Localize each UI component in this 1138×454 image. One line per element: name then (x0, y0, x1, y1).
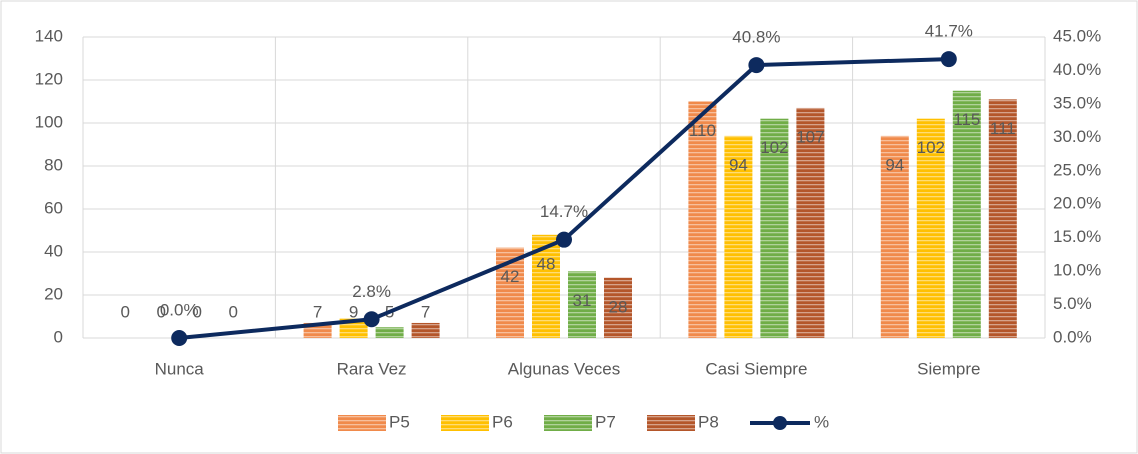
line-marker (171, 330, 188, 346)
data-label: 0.0% (160, 300, 199, 319)
bar (724, 135, 753, 338)
y2-tick-label: 45.0% (1053, 26, 1101, 45)
y2-tick-label: 20.0% (1053, 194, 1101, 213)
data-label: 28 (609, 297, 628, 316)
bar (952, 90, 981, 338)
y2-tick-label: 40.0% (1053, 60, 1101, 79)
data-label: 0 (228, 302, 237, 321)
line-marker (363, 311, 380, 328)
data-label: 0 (192, 302, 201, 321)
bar (880, 135, 909, 338)
data-label: 41.7% (925, 22, 973, 41)
bar (760, 118, 789, 338)
bar (988, 99, 1017, 338)
legend-swatch (544, 415, 592, 431)
y2-tick-label: 35.0% (1053, 93, 1101, 112)
y2-tick-label: 0.0% (1053, 327, 1092, 346)
bar (796, 107, 825, 338)
x-tick-label: Siempre (917, 359, 980, 378)
data-label: 107 (796, 127, 824, 146)
data-label: 0 (120, 302, 129, 321)
bar (604, 277, 632, 338)
data-label: 40.8% (732, 28, 780, 47)
y2-tick-label: 5.0% (1053, 294, 1092, 313)
legend-swatch (647, 415, 695, 431)
y2-tick-label: 15.0% (1053, 227, 1101, 246)
legend-swatch (338, 415, 386, 431)
data-label: 94 (729, 155, 748, 174)
y2-tick-label: 25.0% (1053, 160, 1101, 179)
x-tick-label: Nunca (155, 359, 205, 378)
line-marker (556, 231, 572, 248)
bar (916, 118, 945, 338)
data-label: 48 (537, 254, 556, 273)
data-label: 102 (760, 138, 788, 157)
bar (568, 271, 596, 338)
data-label: 0 (156, 302, 165, 321)
data-label: 42 (501, 267, 520, 286)
y-tick-label: 20 (44, 284, 63, 303)
data-label: 7 (313, 302, 322, 321)
data-label: 14.7% (540, 202, 588, 221)
legend-label: P8 (698, 412, 719, 431)
y-tick-label: 120 (35, 69, 63, 88)
y-tick-label: 60 (44, 198, 63, 217)
y-tick-label: 0 (54, 327, 63, 346)
y2-tick-label: 30.0% (1053, 127, 1101, 146)
legend-label: P7 (595, 412, 616, 431)
y-tick-label: 40 (44, 241, 63, 260)
data-label: 115 (953, 110, 980, 129)
x-tick-label: Algunas Veces (508, 359, 620, 378)
data-label: 102 (917, 138, 945, 157)
data-label: 110 (689, 121, 716, 140)
y-tick-label: 140 (35, 26, 63, 45)
line-marker (748, 57, 765, 74)
x-tick-label: Casi Siempre (705, 359, 807, 378)
bar (688, 101, 717, 338)
data-label: 2.8% (352, 282, 391, 301)
data-label: 111 (990, 119, 1016, 138)
line-marker (940, 51, 957, 68)
bar (411, 322, 440, 338)
legend-label: % (814, 412, 829, 431)
data-label: 7 (421, 302, 430, 321)
legend-swatch (441, 415, 489, 431)
legend-label: P6 (492, 412, 513, 431)
bar (375, 327, 404, 338)
legend-swatch (773, 416, 787, 430)
legend-label: P5 (389, 412, 410, 431)
data-label: 9 (349, 302, 358, 321)
y2-tick-label: 10.0% (1053, 261, 1101, 280)
data-label: 31 (573, 291, 592, 310)
data-label: 94 (885, 155, 904, 174)
x-tick-label: Rara Vez (337, 359, 407, 378)
y-tick-label: 80 (44, 155, 63, 174)
y-tick-label: 100 (35, 112, 63, 131)
